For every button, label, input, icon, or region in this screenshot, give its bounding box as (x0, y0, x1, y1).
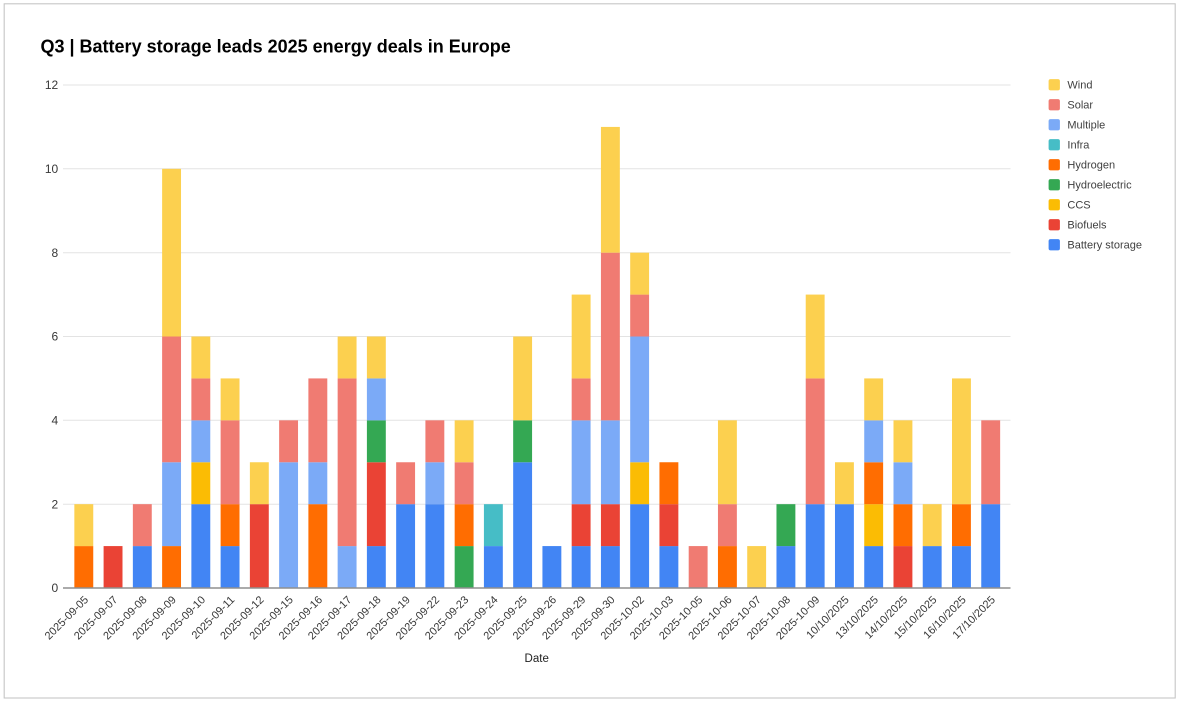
svg-text:Q3 | Battery storage leads 202: Q3 | Battery storage leads 2025 energy d… (41, 36, 511, 56)
svg-text:Multiple: Multiple (1067, 120, 1105, 132)
svg-text:10: 10 (45, 162, 59, 176)
svg-text:Biofuels: Biofuels (1067, 220, 1107, 232)
svg-text:6: 6 (52, 330, 59, 344)
svg-text:8: 8 (52, 246, 59, 260)
svg-text:Wind: Wind (1067, 80, 1092, 92)
svg-text:0: 0 (52, 581, 59, 595)
svg-text:Hydroelectric: Hydroelectric (1067, 180, 1132, 192)
svg-text:2: 2 (52, 497, 59, 511)
svg-text:CCS: CCS (1067, 200, 1090, 212)
svg-text:12: 12 (45, 78, 59, 92)
svg-text:4: 4 (52, 414, 59, 428)
svg-text:Hydrogen: Hydrogen (1067, 160, 1115, 172)
svg-text:Date: Date (525, 653, 549, 665)
svg-text:Battery storage: Battery storage (1067, 240, 1142, 252)
svg-text:Infra: Infra (1067, 140, 1090, 152)
svg-text:Solar: Solar (1067, 100, 1093, 112)
